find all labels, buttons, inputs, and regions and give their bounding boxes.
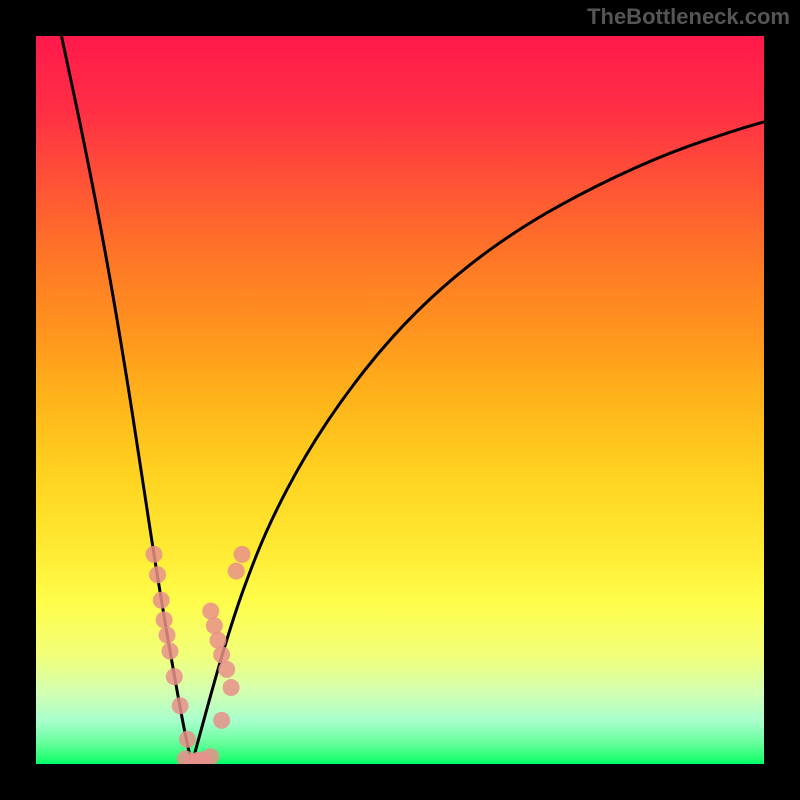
plot-area: [36, 36, 764, 764]
data-marker: [161, 643, 178, 660]
data-marker: [172, 697, 189, 714]
bottleneck-curve: [36, 36, 764, 764]
data-marker: [223, 679, 240, 696]
data-marker: [213, 646, 230, 663]
data-marker: [234, 546, 251, 563]
data-marker: [202, 748, 219, 764]
data-marker: [149, 566, 166, 583]
data-marker: [206, 617, 223, 634]
data-marker: [179, 731, 196, 748]
data-marker: [159, 627, 176, 644]
data-marker: [213, 712, 230, 729]
data-marker: [218, 661, 235, 678]
data-marker: [166, 668, 183, 685]
data-marker: [228, 563, 245, 580]
data-marker: [202, 603, 219, 620]
data-marker: [153, 592, 170, 609]
chart-container: TheBottleneck.com: [0, 0, 800, 800]
curve-right-branch: [192, 122, 764, 764]
watermark: TheBottleneck.com: [587, 4, 790, 30]
data-marker: [156, 611, 173, 628]
data-marker: [210, 632, 227, 649]
data-marker: [145, 546, 162, 563]
